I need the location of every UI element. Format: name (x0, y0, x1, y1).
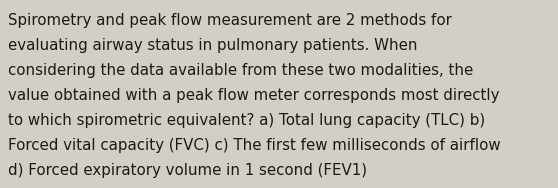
Text: considering the data available from these two modalities, the: considering the data available from thes… (8, 63, 473, 78)
Text: to which spirometric equivalent? a) Total lung capacity (TLC) b): to which spirometric equivalent? a) Tota… (8, 113, 485, 128)
Text: evaluating airway status in pulmonary patients. When: evaluating airway status in pulmonary pa… (8, 38, 417, 53)
Text: Forced vital capacity (FVC) c) The first few milliseconds of airflow: Forced vital capacity (FVC) c) The first… (8, 138, 501, 153)
Text: value obtained with a peak flow meter corresponds most directly: value obtained with a peak flow meter co… (8, 88, 499, 103)
Text: d) Forced expiratory volume in 1 second (FEV1): d) Forced expiratory volume in 1 second … (8, 163, 367, 178)
Text: Spirometry and peak flow measurement are 2 methods for: Spirometry and peak flow measurement are… (8, 13, 451, 28)
